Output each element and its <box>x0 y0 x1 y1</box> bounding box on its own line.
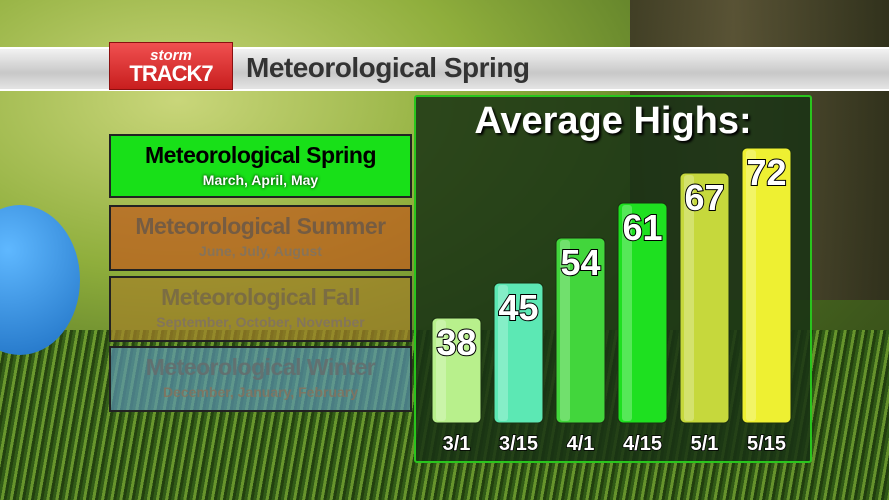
data-label: 72 <box>746 152 786 193</box>
season-name: Meteorological Summer <box>135 213 386 239</box>
bar-3/1 <box>431 317 482 424</box>
bar-4/15 <box>617 202 668 424</box>
bar-highlight <box>622 205 632 421</box>
x-tick-label: 3/1 <box>443 433 471 455</box>
bar-highlight <box>560 240 570 421</box>
bar-highlight <box>746 150 756 421</box>
bar-highlight <box>684 175 694 421</box>
data-label: 61 <box>622 207 662 248</box>
x-tick-label: 4/15 <box>623 433 662 455</box>
season-fall: Meteorological Fall September, October, N… <box>109 276 412 342</box>
x-tick-label: 5/1 <box>691 433 719 455</box>
data-label: 45 <box>498 287 538 328</box>
season-name: Meteorological Fall <box>161 284 360 310</box>
season-months: September, October, November <box>156 314 365 330</box>
bar-3/15 <box>493 282 544 424</box>
storm-track-7-logo: storm TRACK7 <box>109 42 233 90</box>
data-label: 54 <box>560 242 600 283</box>
season-months: March, April, May <box>202 172 319 188</box>
season-name: Meteorological Spring <box>144 142 377 168</box>
season-months: December, January, February <box>162 384 359 400</box>
bar-5/1 <box>679 172 730 424</box>
season-name: Meteorological Winter <box>145 354 376 380</box>
season-winter: Meteorological Winter December, January, … <box>109 346 412 412</box>
season-months: June, July, August <box>199 243 322 259</box>
data-label: 67 <box>684 177 724 218</box>
bar-highlight <box>498 285 508 421</box>
bar-highlight <box>436 320 446 421</box>
page-title: Meteorological Spring <box>246 52 530 83</box>
x-tick-label: 5/15 <box>747 433 786 455</box>
bar-4/1 <box>555 237 606 424</box>
bar-5/15 <box>741 147 792 424</box>
season-spring: Meteorological Spring March, April, May <box>109 134 412 198</box>
data-label: 38 <box>436 322 476 363</box>
chart-title: Average Highs: <box>474 100 752 142</box>
x-tick-label: 4/1 <box>567 433 595 455</box>
season-summer: Meteorological Summer June, July, August <box>109 205 412 271</box>
x-tick-label: 3/15 <box>499 433 538 455</box>
